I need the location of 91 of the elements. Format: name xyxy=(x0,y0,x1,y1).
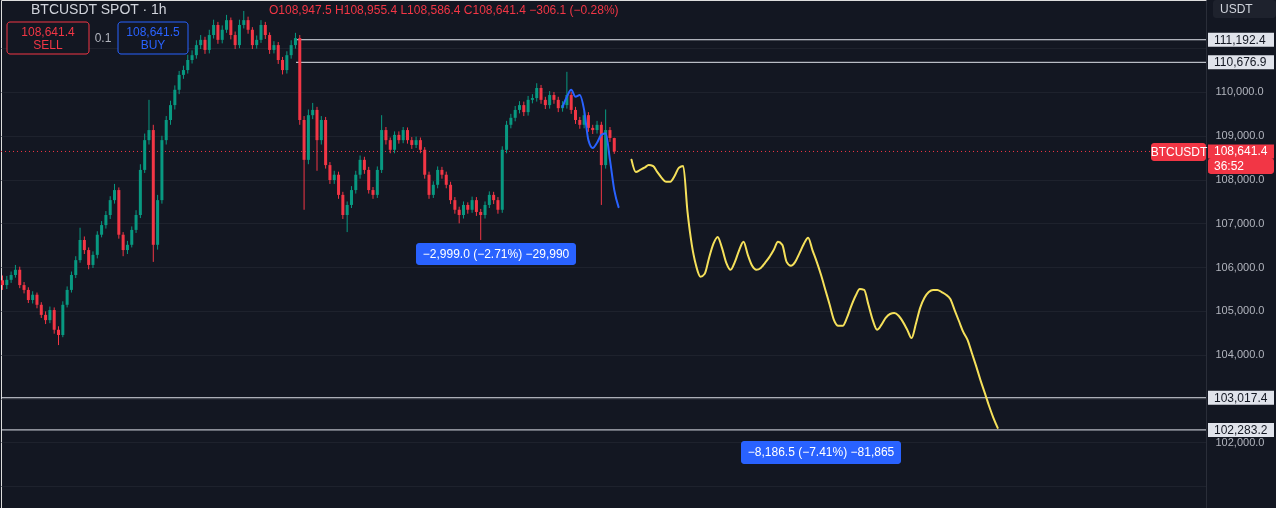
candlestick xyxy=(345,200,349,233)
candlestick xyxy=(479,208,483,241)
candlestick xyxy=(569,91,573,115)
y-tick-label: 104,000.0 xyxy=(1215,348,1265,361)
candlestick xyxy=(397,130,401,145)
candlestick xyxy=(552,91,556,105)
candlestick xyxy=(121,231,125,257)
candlestick xyxy=(595,120,599,135)
text: USDT xyxy=(1220,2,1254,16)
candlestick xyxy=(474,196,478,217)
candlestick xyxy=(319,115,323,146)
candlestick xyxy=(194,39,198,60)
candlestick xyxy=(539,84,543,105)
candlestick xyxy=(78,227,82,264)
candlestick xyxy=(207,29,211,54)
candlestick xyxy=(190,49,194,64)
candlestick xyxy=(289,39,293,60)
candlestick xyxy=(341,191,345,220)
candlestick xyxy=(18,266,22,289)
annotation: 0.1 xyxy=(94,31,112,45)
y-tick-label: 107,000.0 xyxy=(1215,216,1265,229)
candlestick xyxy=(173,84,177,110)
candlestick xyxy=(483,200,487,220)
candlestick xyxy=(164,115,168,146)
candlestick xyxy=(9,271,13,284)
ref-line-label: 110,676.9 xyxy=(1214,55,1267,70)
annotation: SELL xyxy=(33,38,63,52)
candlestick xyxy=(177,70,181,95)
candlestick xyxy=(367,166,371,195)
ref-line-label: 103,017.4 xyxy=(1214,390,1268,405)
candlestick xyxy=(237,19,241,49)
y-tick-label: 109,000.0 xyxy=(1215,129,1265,142)
candlestick xyxy=(108,195,112,220)
candlestick xyxy=(216,21,220,45)
candlestick xyxy=(169,100,173,126)
candlestick xyxy=(268,31,272,55)
y-tick-label: 105,000.0 xyxy=(1215,304,1265,317)
candlestick xyxy=(535,82,539,103)
candlestick xyxy=(186,54,190,75)
candlestick xyxy=(22,281,26,294)
candlestick xyxy=(147,99,151,146)
candlestick xyxy=(509,113,513,129)
candlestick xyxy=(371,186,375,200)
annotation: 108,641.5 xyxy=(126,25,181,39)
candlestick xyxy=(449,181,453,205)
candlestick xyxy=(414,136,418,149)
candlestick xyxy=(229,17,233,40)
y-tick-label: 106,000.0 xyxy=(1215,260,1265,273)
candlestick xyxy=(526,95,530,117)
candlestick xyxy=(276,41,280,65)
candlestick xyxy=(354,170,358,195)
ref-line-label: 111,192.4 xyxy=(1214,32,1266,47)
line-series xyxy=(561,88,620,209)
candlestick xyxy=(52,306,56,335)
candlestick xyxy=(427,171,431,200)
candlestick xyxy=(259,19,263,44)
candlestick xyxy=(586,111,590,133)
ref-line-label: 102,283.2 xyxy=(1214,422,1268,437)
y-tick-label: 102,000.0 xyxy=(1215,435,1265,448)
candlestick xyxy=(285,50,289,75)
candlestick xyxy=(134,209,138,234)
candlestick xyxy=(65,285,69,308)
candlestick xyxy=(69,271,73,294)
y-tick-label: 110,000.0 xyxy=(1215,85,1264,98)
y-tick-label: 108,000.0 xyxy=(1215,173,1265,186)
candlestick xyxy=(349,185,353,209)
candlestick xyxy=(87,246,91,270)
candlestick xyxy=(337,171,341,200)
candlestick xyxy=(74,255,78,279)
chart-subtitle: O108,947.5 H108,955.4 L108,586.4 C108,641.4 −306.1 (−0.28%) xyxy=(269,3,619,17)
candlestick xyxy=(436,165,440,189)
candlestick xyxy=(608,126,612,143)
candlestick xyxy=(212,19,216,40)
candlestick xyxy=(328,161,332,185)
chart-title: BTCUSDT SPOT · 1h xyxy=(31,1,167,17)
candlestick xyxy=(130,225,134,248)
candlestick xyxy=(113,183,117,205)
candlestick xyxy=(272,40,276,54)
candlestick xyxy=(250,26,254,50)
line-series xyxy=(630,158,999,429)
candlestick xyxy=(57,325,61,346)
annotation: BUY xyxy=(140,38,166,52)
candlestick xyxy=(95,230,99,259)
candlestick xyxy=(358,154,362,180)
annotation: −8,186.5 (−7.41%) −81,865 xyxy=(747,445,895,459)
text: 36:52 xyxy=(1214,159,1245,173)
ref-line-label: 108,641.4 xyxy=(1214,144,1268,159)
annotation: 108,641.4 xyxy=(21,25,76,39)
annotation: −2,999.0 (−2.71%) −29,990 xyxy=(422,247,570,261)
candlestick xyxy=(393,130,397,154)
candlestick xyxy=(440,166,444,180)
